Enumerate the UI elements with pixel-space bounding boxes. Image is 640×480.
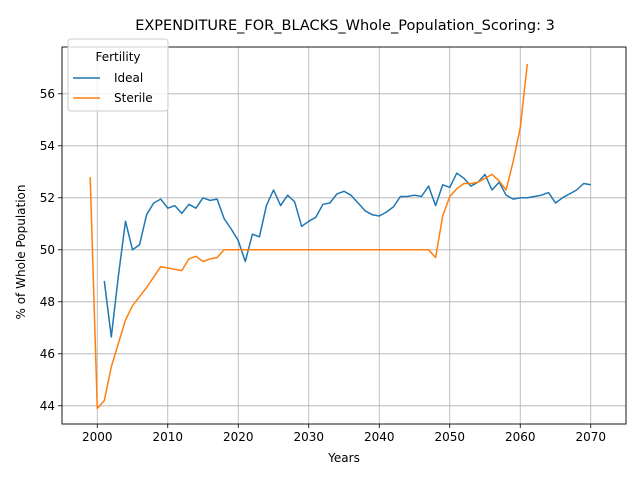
series-lines xyxy=(89,63,591,410)
legend-entry-ideal: Ideal xyxy=(114,71,143,85)
x-tick-label: 2060 xyxy=(505,430,536,444)
y-tick-label: 46 xyxy=(40,347,55,361)
y-tick-label: 50 xyxy=(40,243,55,257)
y-tick-label: 56 xyxy=(40,87,55,101)
y-tick-label: 48 xyxy=(40,295,55,309)
plot-frame xyxy=(61,46,627,425)
series-line-ideal xyxy=(103,172,591,338)
legend-title: Fertility xyxy=(95,50,140,64)
ticks: 2000 2010 2020 2030 2040 2050 2060 2070 44 46 48 50… xyxy=(40,87,606,444)
x-tick-label: 2010 xyxy=(152,430,183,444)
y-axis-label: % of Whole Population xyxy=(14,185,28,320)
grid xyxy=(62,47,626,424)
y-tick-label: 52 xyxy=(40,191,55,205)
legend-box xyxy=(67,38,169,112)
y-tick-label: 54 xyxy=(40,139,55,153)
x-tick-label: 2050 xyxy=(434,430,465,444)
x-tick-label: 2000 xyxy=(82,430,113,444)
y-tick-label: 44 xyxy=(40,399,55,413)
x-axis-label: Years xyxy=(327,451,360,465)
x-tick-label: 2070 xyxy=(575,430,606,444)
legend-entry-sterile: Sterile xyxy=(114,91,153,105)
series-line-sterile xyxy=(89,63,529,410)
chart-title: EXPENDITURE_FOR_BLACKS_Whole_Population_… xyxy=(135,18,555,34)
legend: Fertility Ideal Sterile xyxy=(67,38,169,112)
x-tick-label: 2020 xyxy=(223,430,254,444)
x-tick-label: 2030 xyxy=(293,430,324,444)
x-tick-label: 2040 xyxy=(364,430,395,444)
